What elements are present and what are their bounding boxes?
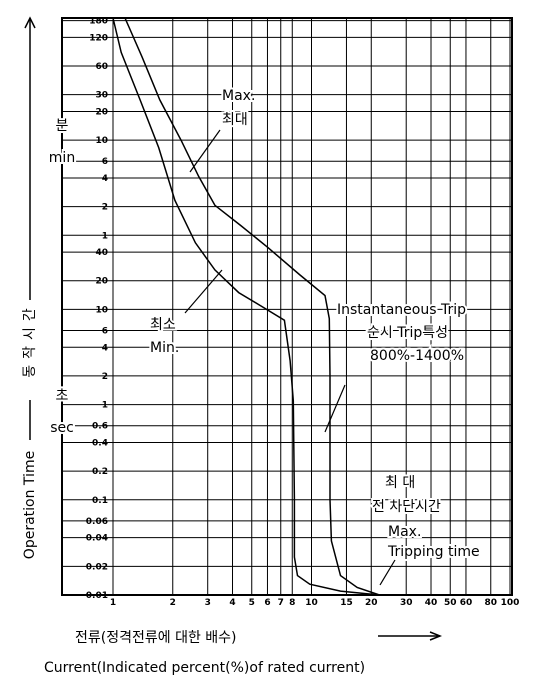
annotation: 최대	[222, 112, 248, 128]
annotation: 800%-1400%	[370, 348, 464, 364]
x-tick-label: 3	[205, 598, 211, 608]
x-tick-label: 4	[229, 598, 235, 608]
y-axis-title: 동작시간	[22, 302, 38, 378]
y-tick-label: 2	[102, 203, 108, 213]
y-tick-label: 10	[95, 136, 108, 146]
labels: 18012060302010642140201064210.60.40.20.1…	[20, 17, 520, 678]
y-tick-label: 1	[102, 231, 108, 241]
x-tick-label: 15	[340, 598, 353, 608]
y-axis-title: Operation Time	[22, 451, 38, 559]
x-tick-label: 60	[460, 598, 473, 608]
x-axis-title: 전류(정격전류에 대한 배수)	[75, 630, 237, 646]
y-tick-label: 6	[102, 327, 108, 337]
y-tick-label: 0.2	[92, 467, 108, 477]
annotation: Max.	[388, 524, 421, 540]
y-tick-label: 0.02	[86, 562, 108, 572]
y-unit-label: min	[49, 150, 75, 166]
annotation: 최 대	[385, 475, 415, 491]
y-unit-label: 분	[56, 118, 69, 134]
grid	[62, 18, 512, 596]
x-axis-title: Current(Indicated percent(%)of rated cur…	[44, 660, 365, 676]
y-tick-label: 2	[102, 372, 108, 382]
y-tick-label: 1	[102, 401, 108, 411]
y-tick-label: 20	[95, 277, 108, 287]
y-tick-label: 4	[102, 343, 108, 353]
y-tick-label: 6	[102, 157, 108, 167]
x-tick-label: 40	[425, 598, 438, 608]
x-tick-label: 10	[305, 598, 318, 608]
y-tick-label: 0.4	[92, 438, 108, 448]
annotation: 최소	[150, 317, 176, 333]
x-tick-label: 80	[484, 598, 497, 608]
annotation: Max.	[222, 88, 255, 104]
annotation: 전 차단시간	[372, 499, 441, 515]
y-unit-label: sec	[50, 420, 74, 436]
axis-arrows	[24, 16, 443, 641]
x-tick-label: 7	[278, 598, 284, 608]
curve	[124, 17, 380, 596]
annotation: Min.	[150, 340, 179, 356]
annotation: Tripping time	[387, 544, 480, 560]
y-tick-label: 0.06	[86, 517, 108, 527]
leader-lines	[184, 129, 396, 586]
x-tick-label: 20	[365, 598, 378, 608]
x-tick-label: 5	[249, 598, 255, 608]
y-tick-label: 20	[95, 107, 108, 117]
x-tick-label: 8	[289, 598, 295, 608]
y-tick-label: 0.01	[86, 591, 108, 601]
curves	[112, 17, 380, 596]
x-tick-label: 30	[400, 598, 413, 608]
y-tick-label: 4	[102, 174, 108, 184]
curve	[112, 17, 380, 596]
y-tick-label: 30	[95, 91, 108, 101]
x-tick-label: 2	[170, 598, 176, 608]
y-tick-label: 60	[95, 62, 108, 72]
annotation: 순시 Trip특성	[367, 325, 448, 341]
x-tick-label: 1	[110, 598, 116, 608]
y-tick-label: 10	[95, 305, 108, 315]
y-tick-label: 120	[89, 33, 108, 43]
x-tick-label: 100	[501, 598, 520, 608]
y-unit-label: 초	[56, 388, 69, 404]
y-tick-label: 0.04	[86, 534, 108, 544]
x-tick-label: 6	[264, 598, 270, 608]
y-tick-label: 40	[95, 248, 108, 258]
y-tick-label: 0.1	[92, 496, 108, 506]
y-tick-label: 0.6	[92, 422, 108, 432]
y-tick-label: 180	[89, 17, 108, 27]
annotation: Instantaneous Trip	[337, 302, 466, 318]
x-tick-label: 50	[444, 598, 457, 608]
